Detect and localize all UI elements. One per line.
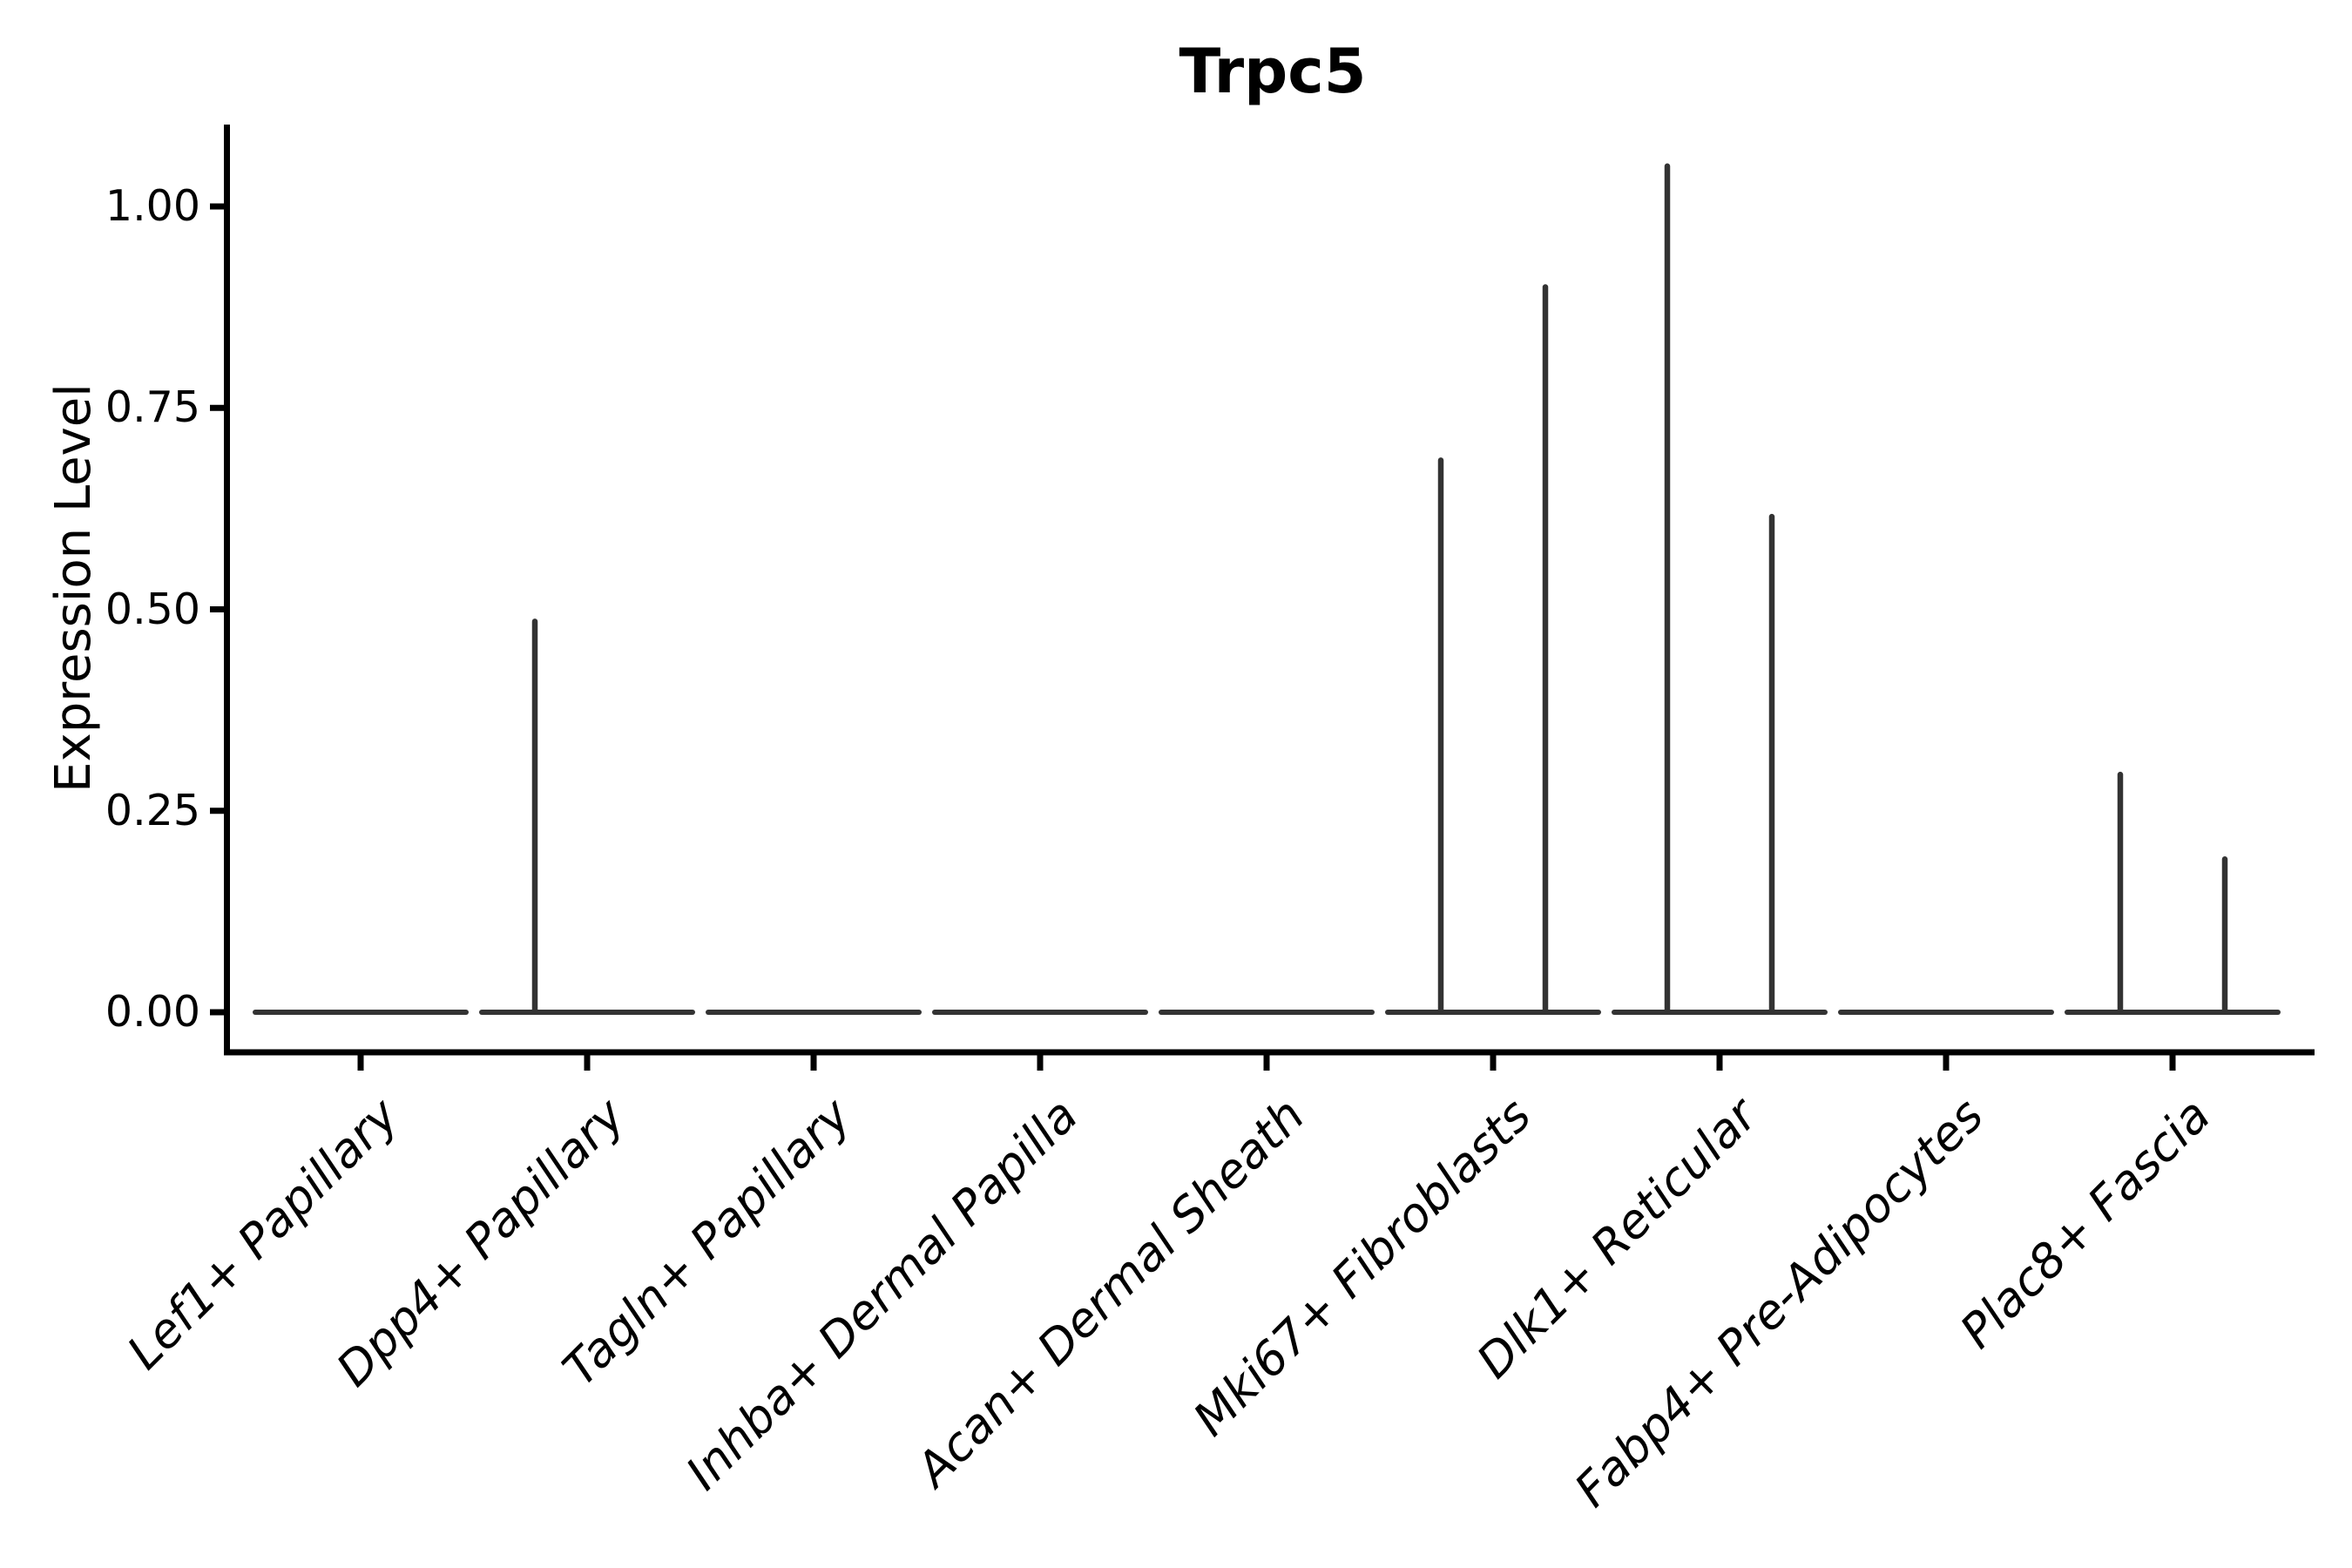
y-tick-label: 0.50 [105, 584, 200, 634]
y-axis-title: Expression Level [45, 383, 102, 793]
y-tick-label: 0.25 [105, 785, 200, 835]
y-tick-label: 1.00 [105, 181, 200, 231]
y-tick-label: 0.75 [105, 382, 200, 433]
y-tick-label: 0.00 [105, 987, 200, 1037]
chart-title: Trpc5 [1179, 36, 1367, 107]
